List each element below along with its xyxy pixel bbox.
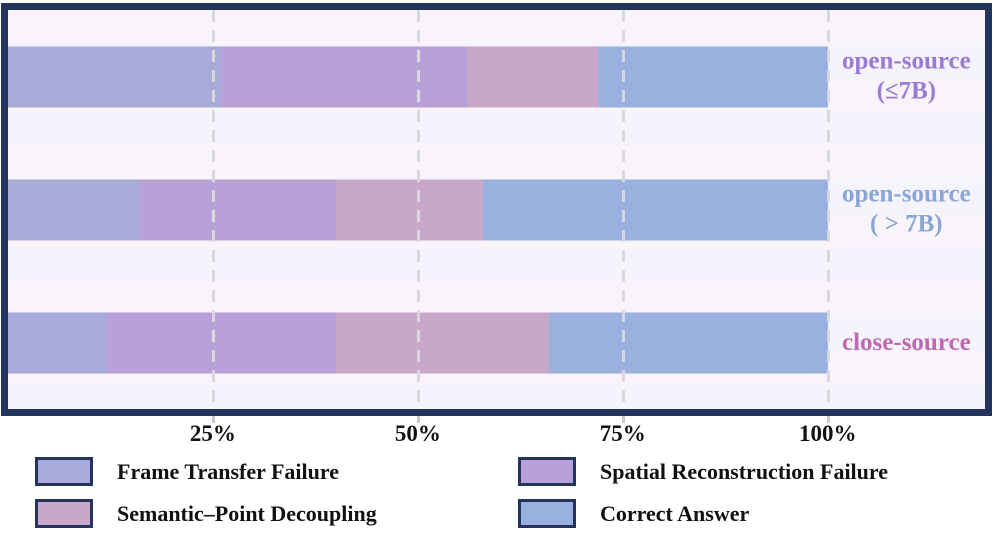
stacked-bar [8,312,828,373]
bar-segment[interactable] [335,179,484,240]
legend-item: Correct Answer [518,499,888,528]
category-label: close-source [828,327,985,358]
bar-segment[interactable] [8,179,140,240]
bar-segment[interactable] [139,179,336,240]
legend-swatch [518,499,576,528]
x-tick-label: 100% [798,421,857,446]
gridline-50% [416,10,420,409]
bar-segment[interactable] [548,312,828,373]
plot-area: open-source (≤7B) open-source ( > 7B) close-… [8,10,985,409]
category-label-line: close-source [842,328,971,356]
legend-swatch [35,457,93,486]
x-tick-mark [416,416,420,423]
legend-item: Semantic–Point Decoupling [35,499,518,528]
category-label-line: open-source [841,47,971,74]
chart-frame: open-source (≤7B) open-source ( > 7B) close-… [1,3,992,416]
bar-row: close-source [8,276,985,409]
x-tick-label: 50% [394,421,441,446]
legend-label: Frame Transfer Failure [117,458,339,484]
x-tick-mark [826,416,830,423]
stacked-bar [8,46,828,107]
legend-label: Semantic–Point Decoupling [117,500,377,526]
category-label-line: open-source [841,180,971,207]
category-label-line: ( > 7B) [870,210,943,238]
bar-segment[interactable] [467,46,599,107]
category-label: open-source (≤7B) [828,46,985,107]
category-label: open-source ( > 7B) [828,179,985,240]
bar-segment[interactable] [335,312,549,373]
gridline-100% [826,10,830,409]
x-axis: 25% 50% 75% 100% [0,421,997,455]
legend: Frame Transfer Failure Spatial Reconstruc… [35,457,888,528]
stacked-bar [8,179,828,240]
gridline-75% [621,10,625,409]
legend-item: Spatial Reconstruction Failure [518,457,888,486]
legend-label: Correct Answer [600,500,750,526]
bar-segment[interactable] [8,312,107,373]
x-tick-mark [211,416,215,423]
legend-item: Frame Transfer Failure [35,457,518,486]
bar-segment[interactable] [483,179,828,240]
bar-segment[interactable] [106,312,336,373]
bar-row: open-source (≤7B) [8,10,985,143]
category-label-line: (≤7B) [876,77,937,105]
bar-segment[interactable] [221,46,468,107]
legend-swatch [518,457,576,486]
legend-swatch [35,499,93,528]
bar-segment[interactable] [598,46,828,107]
x-tick-label: 75% [599,421,646,446]
bar-segment[interactable] [8,46,222,107]
bar-row: open-source ( > 7B) [8,143,985,276]
x-tick-mark [621,416,625,423]
legend-label: Spatial Reconstruction Failure [600,458,889,484]
x-tick-label: 25% [189,421,236,446]
gridline-25% [211,10,215,409]
